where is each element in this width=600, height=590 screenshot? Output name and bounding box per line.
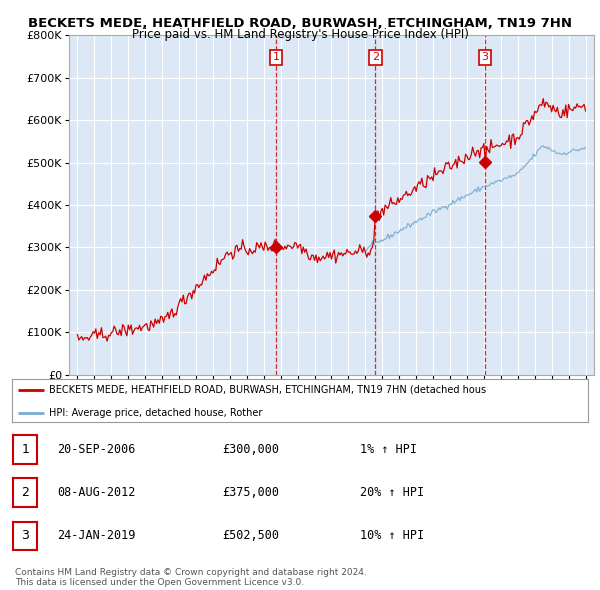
Text: £300,000: £300,000 [222,443,279,456]
Text: BECKETS MEDE, HEATHFIELD ROAD, BURWASH, ETCHINGHAM, TN19 7HN: BECKETS MEDE, HEATHFIELD ROAD, BURWASH, … [28,17,572,30]
Text: 20% ↑ HPI: 20% ↑ HPI [360,486,424,499]
Text: £375,000: £375,000 [222,486,279,499]
Text: 2: 2 [372,53,379,63]
Text: 2: 2 [21,486,29,499]
Text: 1% ↑ HPI: 1% ↑ HPI [360,443,417,456]
Text: 20-SEP-2006: 20-SEP-2006 [57,443,136,456]
Text: Contains HM Land Registry data © Crown copyright and database right 2024.
This d: Contains HM Land Registry data © Crown c… [15,568,367,587]
Text: BECKETS MEDE, HEATHFIELD ROAD, BURWASH, ETCHINGHAM, TN19 7HN (detached hous: BECKETS MEDE, HEATHFIELD ROAD, BURWASH, … [49,385,487,395]
Text: Price paid vs. HM Land Registry's House Price Index (HPI): Price paid vs. HM Land Registry's House … [131,28,469,41]
Text: 3: 3 [482,53,488,63]
Text: 08-AUG-2012: 08-AUG-2012 [57,486,136,499]
Text: £502,500: £502,500 [222,529,279,542]
Text: 24-JAN-2019: 24-JAN-2019 [57,529,136,542]
Text: HPI: Average price, detached house, Rother: HPI: Average price, detached house, Roth… [49,408,263,418]
Text: 3: 3 [21,529,29,542]
Text: 1: 1 [21,443,29,456]
Text: 10% ↑ HPI: 10% ↑ HPI [360,529,424,542]
Text: 1: 1 [272,53,280,63]
